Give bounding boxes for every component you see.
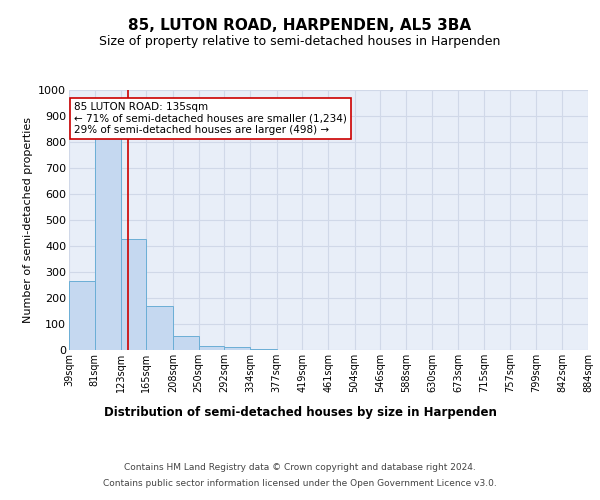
Text: Size of property relative to semi-detached houses in Harpenden: Size of property relative to semi-detach… [100,35,500,48]
Text: Distribution of semi-detached houses by size in Harpenden: Distribution of semi-detached houses by … [104,406,496,419]
Bar [173,336,199,350]
Bar [121,240,146,350]
Bar [199,346,224,350]
Text: 85 LUTON ROAD: 135sqm
← 71% of semi-detached houses are smaller (1,234)
29% of s: 85 LUTON ROAD: 135sqm ← 71% of semi-deta… [74,102,347,135]
Text: Contains HM Land Registry data © Crown copyright and database right 2024.: Contains HM Land Registry data © Crown c… [124,463,476,472]
Bar [95,136,121,350]
Text: 85, LUTON ROAD, HARPENDEN, AL5 3BA: 85, LUTON ROAD, HARPENDEN, AL5 3BA [128,18,472,32]
Bar [69,281,95,350]
Bar [224,348,250,350]
Text: Contains public sector information licensed under the Open Government Licence v3: Contains public sector information licen… [103,480,497,488]
Bar [146,306,173,350]
Y-axis label: Number of semi-detached properties: Number of semi-detached properties [23,117,32,323]
